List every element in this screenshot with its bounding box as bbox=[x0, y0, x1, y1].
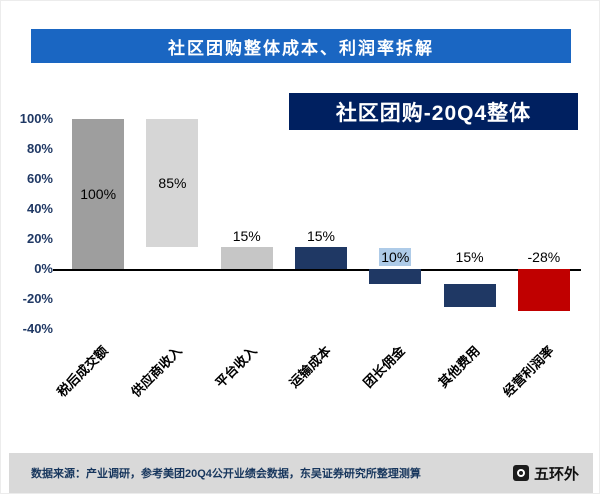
bar-value-label: -28% bbox=[512, 248, 576, 266]
bar-value-label: 15% bbox=[438, 248, 502, 266]
x-axis-label: 团长佣金 bbox=[360, 343, 409, 391]
y-axis: 100% 80% 60% 40% 20% 0% -20% -40% bbox=[1, 91, 53, 453]
bar-value-text: 10% bbox=[379, 248, 412, 266]
bar-value-text: 15% bbox=[232, 227, 261, 244]
bar-value-label: 85% bbox=[140, 174, 204, 192]
bar-value-text: 15% bbox=[306, 227, 336, 244]
brand: 五环外 bbox=[512, 463, 579, 484]
bar-value-label: 15% bbox=[289, 227, 353, 245]
waterfall-bar bbox=[369, 269, 422, 284]
y-tick-label: 0% bbox=[34, 261, 53, 276]
footer-bar: 数据来源：产业调研，参考美团20Q4公开业绩会数据，东吴证券研究所整理测算 五环… bbox=[9, 453, 593, 493]
bar-value-label: 10% bbox=[363, 248, 427, 266]
header-title: 社区团购整体成本、利润率拆解 bbox=[168, 38, 434, 58]
bar-value-text: 15% bbox=[455, 249, 484, 265]
y-tick-label: 60% bbox=[26, 171, 53, 186]
waterfall-bar bbox=[295, 246, 347, 269]
waterfall-bar bbox=[72, 119, 125, 269]
x-axis-label: 经营利润率 bbox=[499, 343, 557, 400]
bar-value-text: 100% bbox=[80, 186, 117, 202]
x-axis-label: 供应商收入 bbox=[128, 343, 186, 400]
source-text: 数据来源：产业调研，参考美团20Q4公开业绩会数据，东吴证券研究所整理测算 bbox=[31, 468, 421, 480]
wuhuanwai-logo-icon bbox=[512, 465, 529, 481]
header-banner: 社区团购整体成本、利润率拆解 bbox=[31, 29, 571, 63]
waterfall-chart: 社区团购-20Q4整体 100% 80% 60% 40% 20% 0% -20% -40% 1… bbox=[1, 91, 599, 453]
y-tick-label: 40% bbox=[26, 201, 53, 216]
x-axis-label: 税后成交额 bbox=[54, 343, 111, 400]
waterfall-bar bbox=[443, 284, 496, 307]
x-axis-labels: 税后成交额 供应商收入 平台收入 运输成本 团长佣金 其他费用 经营利润率 bbox=[54, 341, 581, 451]
chart-title-box: 社区团购-20Q4整体 bbox=[289, 93, 578, 130]
plot-area: 100% 85% 15% 15% 10% 15% -28% bbox=[53, 119, 581, 329]
x-axis-label: 运输成本 bbox=[286, 343, 334, 391]
bar-value-text: -28% bbox=[527, 249, 561, 265]
y-tick-label: 20% bbox=[26, 231, 53, 246]
zero-axis-line bbox=[53, 269, 581, 271]
x-axis-label: 其他费用 bbox=[434, 343, 483, 391]
y-tick-label: -20% bbox=[22, 291, 53, 306]
x-axis-label: 平台收入 bbox=[212, 343, 260, 391]
y-tick-label: 100% bbox=[19, 111, 53, 126]
bar-value-label: 100% bbox=[66, 185, 130, 203]
y-tick-label: -40% bbox=[22, 321, 53, 336]
chart-title: 社区团购-20Q4整体 bbox=[335, 101, 532, 125]
y-tick-label: 80% bbox=[26, 141, 53, 156]
waterfall-bar bbox=[146, 119, 199, 247]
waterfall-bar bbox=[220, 246, 273, 269]
bar-value-text: 85% bbox=[158, 174, 187, 191]
brand-name: 五环外 bbox=[533, 465, 579, 483]
waterfall-bar bbox=[517, 269, 570, 311]
bar-value-label: 15% bbox=[215, 227, 279, 245]
